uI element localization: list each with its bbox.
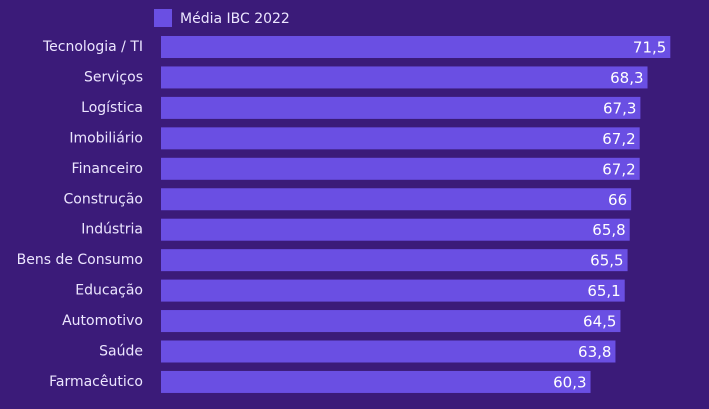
category-label: Educação: [75, 283, 143, 299]
legend-swatch: [154, 9, 172, 27]
value-label: 71,5: [633, 39, 666, 57]
value-label: 66: [608, 191, 627, 209]
value-label: 65,1: [587, 282, 620, 300]
category-label: Tecnologia / TI: [42, 39, 143, 55]
value-label: 68,3: [610, 69, 643, 87]
category-label: Financeiro: [72, 161, 143, 177]
bar: [161, 249, 628, 272]
legend-label: Média IBC 2022: [180, 11, 290, 27]
category-label: Indústria: [81, 222, 143, 238]
value-label: 65,5: [590, 252, 623, 270]
category-label: Automotivo: [62, 313, 143, 329]
bar: [161, 188, 632, 211]
value-label: 63,8: [578, 343, 611, 361]
value-label: 64,5: [583, 313, 616, 331]
category-label: Farmacêutico: [49, 374, 143, 390]
category-label: Imobiliário: [69, 130, 143, 146]
value-label: 65,8: [592, 221, 625, 239]
category-label: Bens de Consumo: [17, 252, 143, 268]
bar: [161, 370, 591, 393]
bar: [161, 218, 630, 241]
category-label: Serviços: [84, 69, 143, 85]
bar: [161, 310, 621, 333]
category-label: Construção: [64, 191, 143, 207]
value-label: 60,3: [553, 373, 586, 391]
value-label: 67,2: [602, 130, 635, 148]
bar: [161, 157, 640, 180]
category-label: Logística: [81, 100, 143, 116]
category-label: Saúde: [99, 344, 143, 360]
bar: [161, 340, 616, 363]
bar: [161, 96, 641, 119]
bar: [161, 127, 640, 150]
bar: [161, 279, 625, 302]
bar: [161, 36, 671, 58]
value-label: 67,2: [602, 160, 635, 178]
bar: [161, 66, 648, 89]
value-label: 67,3: [603, 99, 636, 117]
